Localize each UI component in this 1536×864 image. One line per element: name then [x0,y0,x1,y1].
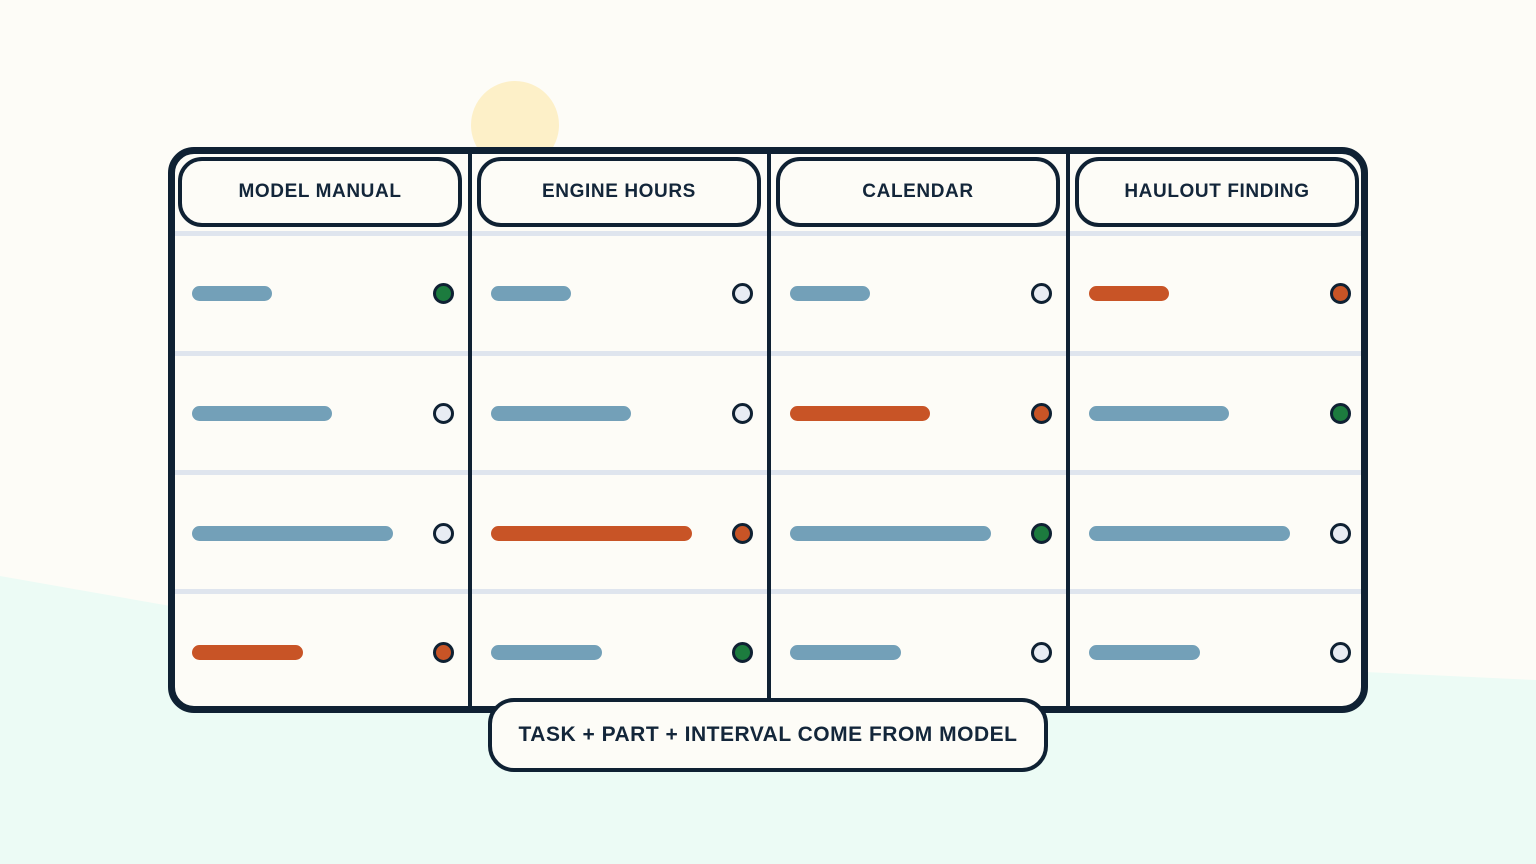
task-bar-neutral [790,644,901,660]
status-dot-alert [732,522,753,544]
status-dot-empty [433,522,454,544]
task-bar-neutral [790,285,870,301]
column-header-haulout-finding: HAULOUT FINDING [1075,157,1359,227]
status-dot-ok [433,282,454,304]
task-bar-neutral [192,285,272,301]
status-dot-empty [433,402,454,424]
status-dot-alert [433,641,454,663]
column-divider [468,154,472,706]
task-bar-alert [192,644,303,660]
column-divider [1066,154,1070,706]
maintenance-source-grid: MODEL MANUAL ENGINE HOURS CALENDAR HAULOUT … [168,147,1368,713]
task-bar-neutral [491,644,602,660]
task-bar-alert [491,525,692,541]
task-bar-neutral [491,285,571,301]
column-header-label: HAULOUT FINDING [1124,181,1310,202]
status-dot-empty [732,402,753,424]
task-bar-neutral [192,405,332,421]
task-bar-alert [790,405,930,421]
column-header-calendar: CALENDAR [776,157,1060,227]
task-bar-alert [1089,285,1169,301]
task-bar-neutral [1089,525,1290,541]
status-dot-alert [1330,282,1351,304]
column-header-label: ENGINE HOURS [542,181,696,202]
column-header-engine-hours: ENGINE HOURS [477,157,761,227]
column-header-label: MODEL MANUAL [238,181,402,202]
task-bar-neutral [790,525,991,541]
status-dot-alert [1031,402,1052,424]
status-dot-ok [1031,522,1052,544]
status-dot-empty [1330,522,1351,544]
status-dot-empty [1330,641,1351,663]
status-dot-ok [732,641,753,663]
column-divider [767,154,771,706]
column-header-model-manual: MODEL MANUAL [178,157,462,227]
task-bar-neutral [1089,405,1229,421]
footer-caption-text: TASK + PART + INTERVAL COME FROM MODEL [518,723,1018,746]
status-dot-ok [1330,402,1351,424]
task-bar-neutral [1089,644,1200,660]
status-dot-empty [1031,641,1052,663]
task-bar-neutral [491,405,631,421]
status-dot-empty [1031,282,1052,304]
status-dot-empty [732,282,753,304]
footer-caption-tag: TASK + PART + INTERVAL COME FROM MODEL [488,698,1048,772]
column-header-label: CALENDAR [862,181,974,202]
task-bar-neutral [192,525,393,541]
